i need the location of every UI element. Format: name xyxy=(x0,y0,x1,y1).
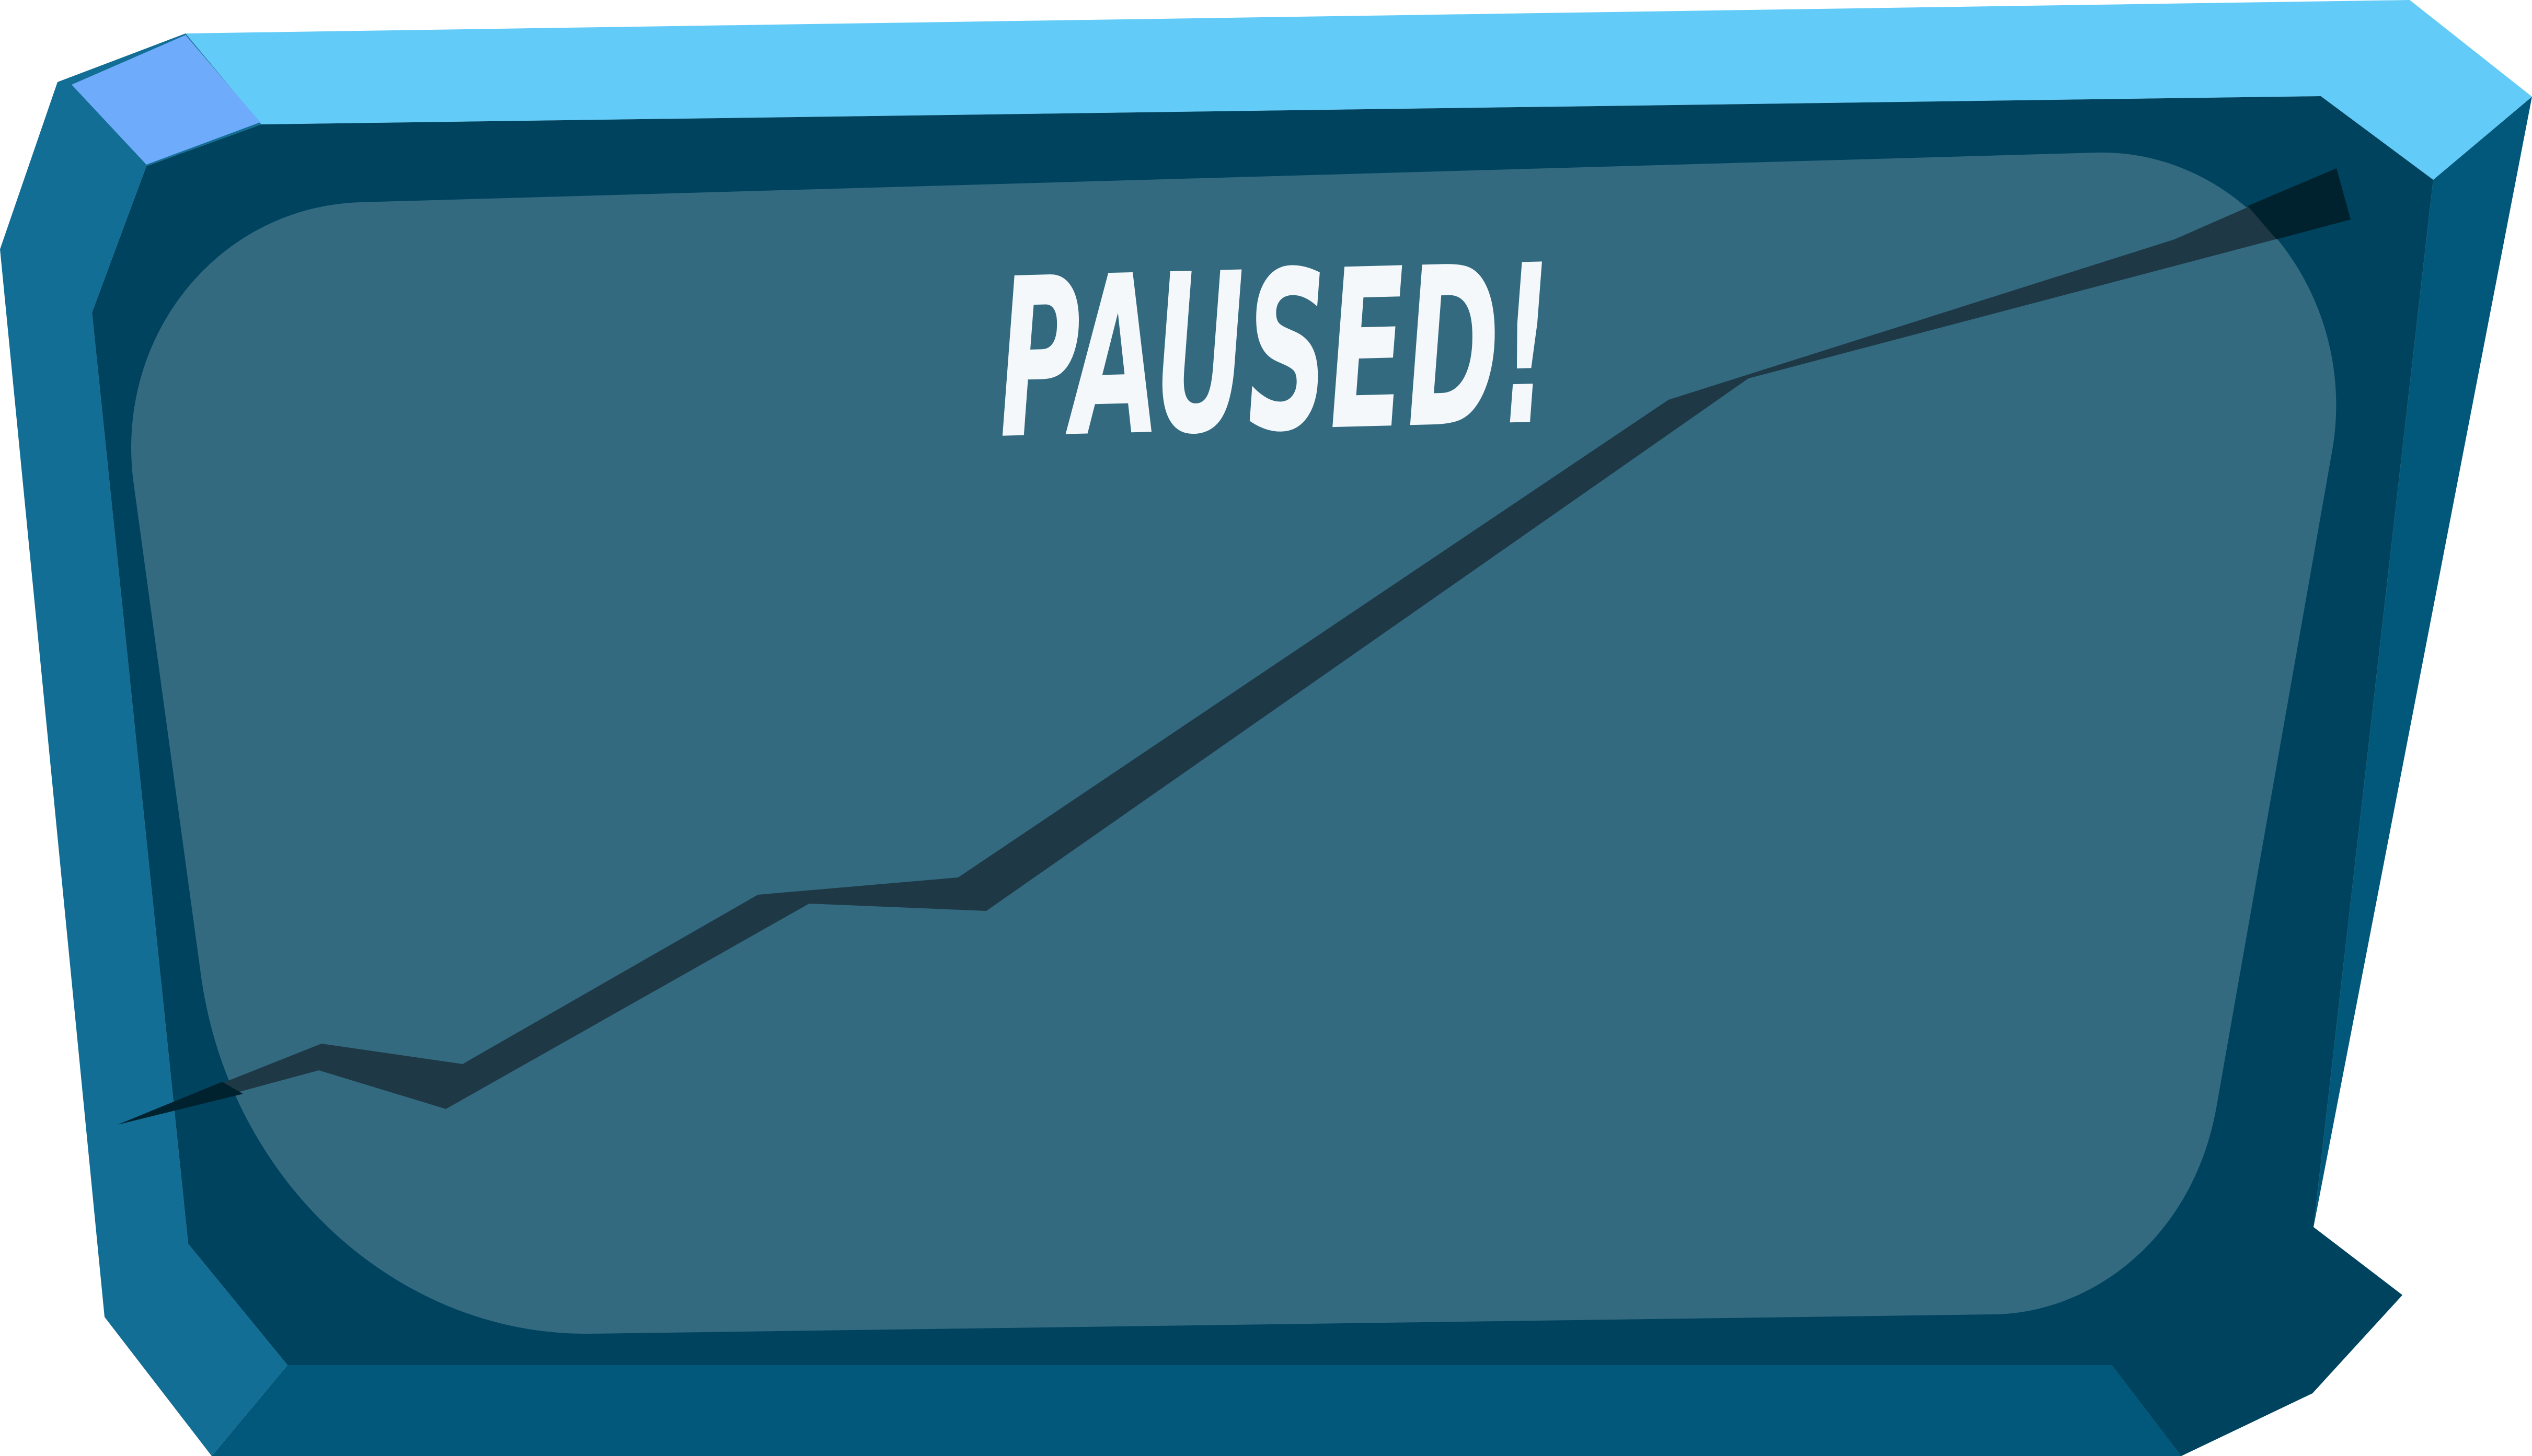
frame-corner-highlight xyxy=(72,35,260,165)
frame-top-highlight xyxy=(186,0,2532,180)
frame-right-face xyxy=(2112,97,2532,1456)
paused-title: PAUSED! xyxy=(995,218,1555,488)
frame-bottom-face xyxy=(212,1365,2181,1456)
crack-tip-right xyxy=(2248,168,2351,239)
frame-left-face xyxy=(0,33,287,1456)
screen-glass xyxy=(131,152,2337,1334)
glass-crack-icon xyxy=(118,168,2351,1125)
crack-tip-left xyxy=(118,1082,243,1125)
